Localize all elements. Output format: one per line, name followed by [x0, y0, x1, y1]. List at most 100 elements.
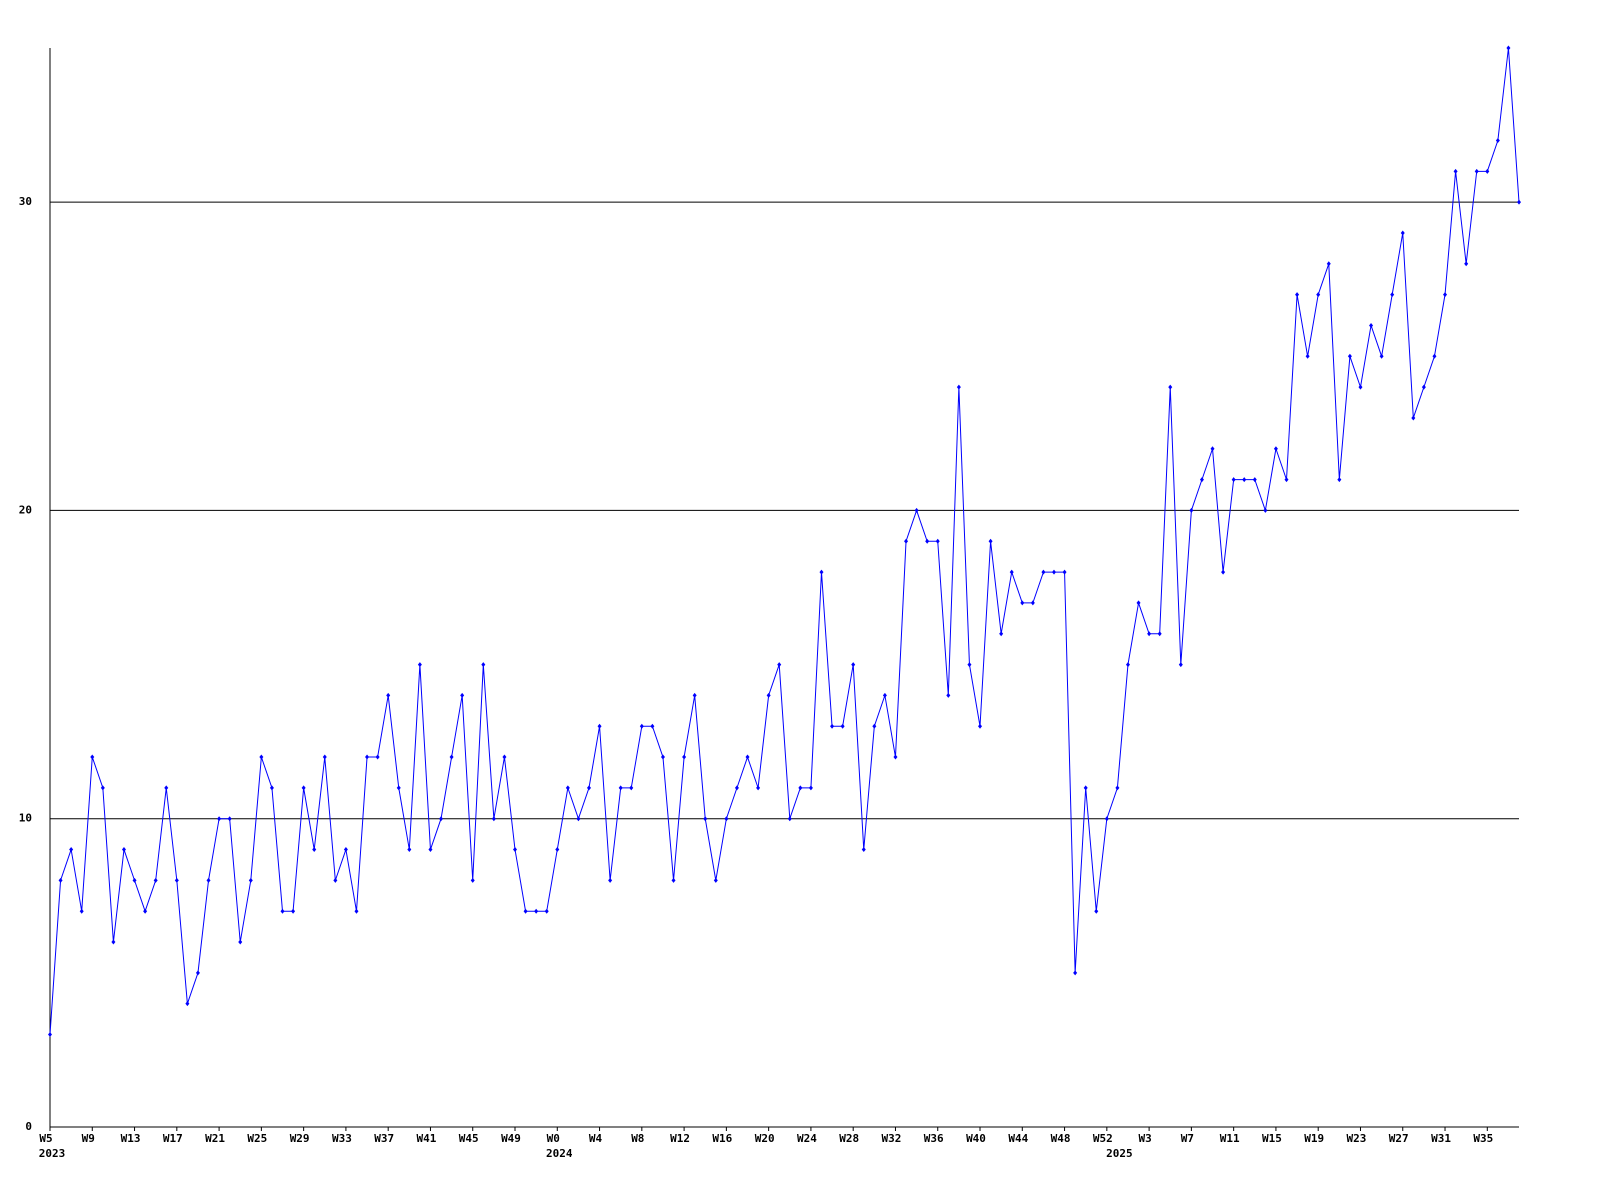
point — [1062, 569, 1067, 575]
point — [1041, 569, 1046, 575]
point — [121, 847, 126, 853]
point — [280, 908, 285, 914]
point — [766, 692, 771, 698]
point — [999, 631, 1004, 637]
point — [713, 877, 718, 883]
point — [1199, 477, 1204, 483]
point — [671, 877, 676, 883]
point — [227, 816, 232, 822]
point — [1263, 507, 1268, 513]
point — [354, 908, 359, 914]
point — [629, 785, 634, 791]
point — [1432, 353, 1437, 359]
point — [1189, 507, 1194, 513]
point — [1464, 261, 1469, 267]
x-tick-label: W41 — [417, 1132, 437, 1145]
x-tick-label: W32 — [882, 1132, 902, 1145]
point — [745, 754, 750, 760]
x-tick-label: W29 — [290, 1132, 310, 1145]
point — [576, 816, 581, 822]
point — [1083, 785, 1088, 791]
point — [586, 785, 591, 791]
point — [491, 816, 496, 822]
point — [882, 692, 887, 698]
point — [396, 785, 401, 791]
point — [1411, 415, 1416, 421]
point — [1231, 477, 1236, 483]
point — [322, 754, 327, 760]
point — [174, 877, 179, 883]
point — [164, 785, 169, 791]
point — [1221, 569, 1226, 575]
x-tick-label: W5 — [39, 1132, 52, 1145]
point — [967, 662, 972, 668]
point — [153, 877, 158, 883]
y-tick-label: 30 — [19, 195, 32, 208]
point — [502, 754, 507, 760]
point — [734, 785, 739, 791]
x-tick-label: W13 — [121, 1132, 141, 1145]
point — [460, 692, 465, 698]
x-tick-label: W7 — [1181, 1132, 1194, 1145]
point — [1094, 908, 1099, 914]
x-tick-label: W33 — [332, 1132, 352, 1145]
point — [1051, 569, 1056, 575]
point — [365, 754, 370, 760]
x-tick-label: W52 — [1093, 1132, 1113, 1145]
point — [1316, 292, 1321, 298]
point — [1073, 970, 1078, 976]
year-label: 2025 — [1106, 1147, 1133, 1160]
point — [1400, 230, 1405, 236]
x-tick-label: W44 — [1008, 1132, 1028, 1145]
point — [79, 908, 84, 914]
point — [1125, 662, 1130, 668]
point — [1517, 199, 1521, 205]
point — [312, 847, 317, 853]
x-tick-label: W16 — [712, 1132, 732, 1145]
x-tick-label: W9 — [82, 1132, 95, 1145]
point — [386, 692, 391, 698]
point — [470, 877, 475, 883]
point — [851, 662, 856, 668]
x-tick-label: W35 — [1473, 1132, 1493, 1145]
point — [100, 785, 105, 791]
year-label: 2023 — [39, 1147, 66, 1160]
point — [90, 754, 95, 760]
x-tick-label: W4 — [589, 1132, 603, 1145]
point — [1379, 353, 1384, 359]
point — [291, 908, 296, 914]
x-tick-label: W19 — [1304, 1132, 1324, 1145]
line — [49, 47, 1520, 1035]
point — [1295, 292, 1300, 298]
point — [660, 754, 665, 760]
x-tick-label: W36 — [924, 1132, 944, 1145]
point — [132, 877, 137, 883]
x-tick-label: W48 — [1051, 1132, 1071, 1145]
x-tick-label: W37 — [374, 1132, 394, 1145]
point — [217, 816, 222, 822]
point — [703, 816, 708, 822]
y-tick-label: 20 — [19, 503, 32, 516]
point — [914, 507, 919, 513]
point — [544, 908, 549, 914]
point — [1453, 168, 1458, 174]
point — [513, 847, 518, 853]
point — [1115, 785, 1120, 791]
point — [1030, 600, 1035, 606]
point — [682, 754, 687, 760]
point — [724, 816, 729, 822]
point — [1495, 137, 1500, 143]
point — [988, 538, 993, 544]
point — [798, 785, 803, 791]
point — [935, 538, 940, 544]
point — [259, 754, 264, 760]
point — [840, 723, 845, 729]
point — [692, 692, 697, 698]
point — [1485, 168, 1490, 174]
x-tick-label: W15 — [1262, 1132, 1282, 1145]
point — [1305, 353, 1310, 359]
point — [608, 877, 613, 883]
point — [238, 939, 243, 945]
point — [1506, 45, 1511, 51]
x-tick-label: W0 — [547, 1132, 560, 1145]
